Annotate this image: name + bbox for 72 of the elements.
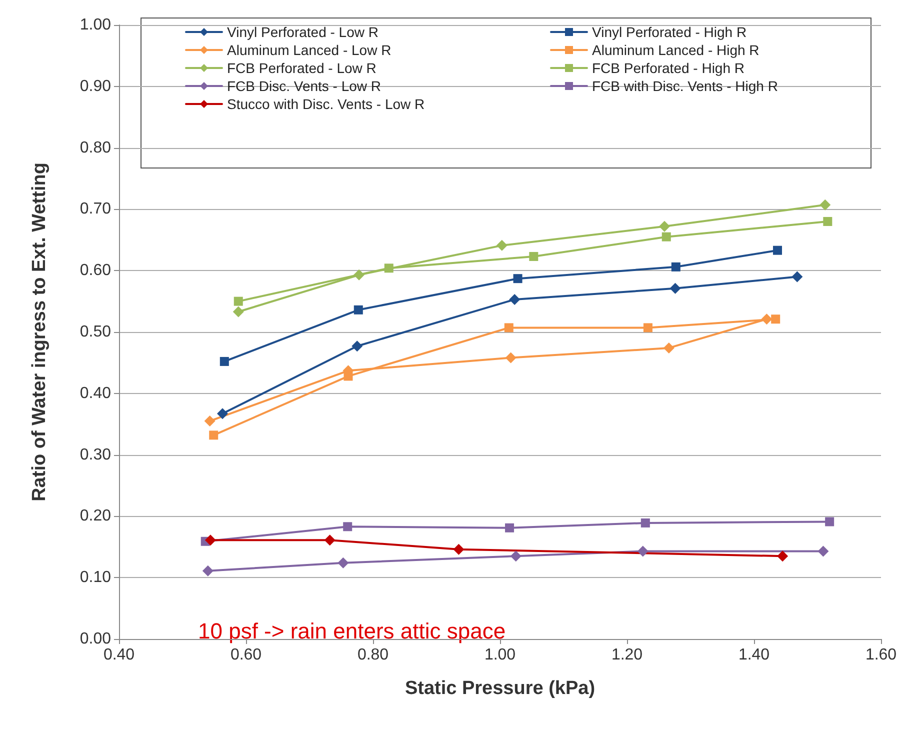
point (513, 274, 522, 284)
point (823, 216, 832, 226)
point (324, 534, 336, 546)
legend-label: FCB Perforated - High R (592, 60, 744, 76)
legend-label: FCB Disc. Vents - Low R (227, 78, 382, 94)
point (658, 220, 670, 232)
y-tick-label: 0.00 (80, 630, 112, 648)
point (643, 323, 652, 332)
point (510, 550, 522, 562)
point (453, 544, 464, 555)
point (825, 517, 834, 526)
legend-label: FCB with Disc. Vents - High R (592, 78, 778, 94)
legend-label: Vinyl Perforated - High R (592, 24, 747, 40)
point (820, 199, 831, 210)
point (529, 252, 538, 261)
x-tick-label: 1.00 (484, 646, 516, 664)
point (670, 282, 681, 294)
y-axis-title: Ratio of Water ingress to Ext. Wetting (29, 162, 50, 502)
point (204, 416, 216, 427)
point (818, 546, 829, 557)
point (771, 314, 780, 324)
point (220, 356, 229, 366)
legend-label: FCB Perforated - Low R (227, 60, 376, 76)
point (505, 352, 516, 364)
point (343, 522, 352, 532)
point (761, 314, 772, 325)
point (662, 232, 671, 242)
point (204, 534, 216, 546)
y-tick-label: 0.60 (80, 262, 112, 280)
x-tick-label: 0.80 (357, 646, 389, 664)
point (505, 523, 514, 532)
point (637, 546, 648, 557)
point (384, 264, 394, 273)
legend-label: Vinyl Perforated - Low R (227, 24, 378, 40)
x-tick-label: 1.60 (865, 646, 897, 664)
point (209, 430, 218, 440)
point (504, 323, 514, 332)
x-axis-title: Static Pressure (kPa) (404, 678, 596, 699)
y-tick-label: 0.50 (80, 324, 112, 340)
point (640, 518, 650, 528)
legend-label: Stucco with Disc. Vents - Low R (227, 96, 425, 112)
point (352, 340, 363, 352)
point (671, 262, 680, 272)
point (234, 296, 243, 306)
point (338, 557, 349, 568)
y-tick-label: 0.20 (80, 508, 112, 525)
point (202, 565, 214, 576)
y-tick-label: 0.80 (80, 139, 112, 156)
y-tick-label: 0.70 (80, 200, 112, 218)
point (354, 305, 363, 314)
point (354, 269, 365, 280)
y-tick-label: 1.00 (80, 16, 112, 34)
y-tick-label: 0.90 (80, 78, 112, 95)
y-tick-label: 0.30 (80, 446, 112, 464)
point (232, 306, 244, 318)
point (663, 342, 674, 354)
x-tick-label: 0.40 (103, 646, 135, 664)
point (344, 372, 353, 381)
point (777, 550, 788, 562)
point (792, 271, 803, 282)
x-tick-label: 0.60 (230, 646, 262, 664)
point (496, 240, 508, 251)
legend-label: Aluminum Lanced - Low R (227, 42, 392, 58)
annotation: 10 psf -> rain enters attic space (198, 618, 506, 644)
y-tick-label: 0.10 (80, 569, 112, 586)
y-tick-label: 0.40 (80, 384, 112, 402)
legend-label: Aluminum Lanced - High R (592, 42, 760, 58)
x-tick-label: 1.20 (611, 646, 643, 664)
point (509, 294, 520, 305)
point (217, 408, 228, 420)
x-tick-label: 1.40 (738, 646, 770, 664)
point (772, 246, 782, 255)
